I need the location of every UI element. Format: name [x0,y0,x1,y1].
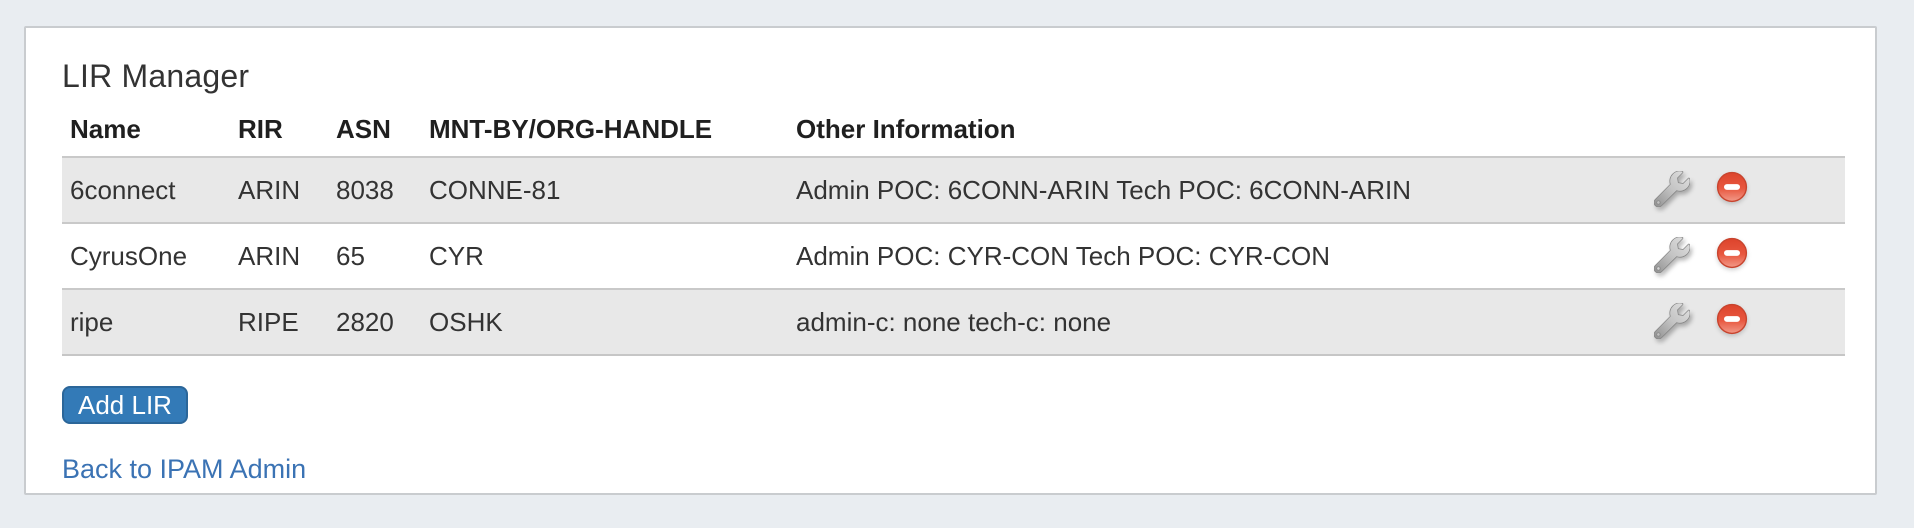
column-header-actions-edit [1638,100,1708,157]
lir-manager-panel: LIR Manager Name RIR ASN MNT-BY/ORG-HAND… [24,26,1877,495]
cell-name: CyrusOne [62,222,230,289]
wrench-icon[interactable] [1654,171,1692,209]
column-header-rir: RIR [238,114,283,144]
lir-table-body: 6connect ARIN 8038 CONNE-81 Admin POC: 6… [62,156,1845,356]
add-lir-button[interactable]: Add LIR [62,386,188,424]
column-header-name: Name [70,114,141,144]
cell-asn: 65 [328,222,421,289]
cell-mnt: CONNE-81 [421,156,788,223]
column-header-actions-remove [1708,100,1845,157]
cell-remove-action [1708,156,1845,223]
column-header-asn: ASN [336,114,391,144]
table-row: CyrusOne ARIN 65 CYR Admin POC: CYR-CON … [62,222,1845,289]
cell-other: Admin POC: CYR-CON Tech POC: CYR-CON [788,222,1638,289]
cell-rir: ARIN [230,156,328,223]
cell-name: ripe [62,288,230,356]
table-row: 6connect ARIN 8038 CONNE-81 Admin POC: 6… [62,156,1845,223]
column-header-other: Other Information [796,114,1016,144]
table-header-row: Name RIR ASN MNT-BY/ORG-HANDLE Other Inf… [62,100,1845,157]
lir-table: Name RIR ASN MNT-BY/ORG-HANDLE Other Inf… [62,100,1845,356]
cell-name: 6connect [62,156,230,223]
cell-rir: ARIN [230,222,328,289]
wrench-icon[interactable] [1654,237,1692,275]
table-row: ripe RIPE 2820 OSHK admin-c: none tech-c… [62,288,1845,356]
cell-edit-action [1638,222,1708,289]
cell-asn: 2820 [328,288,421,356]
column-header-mnt: MNT-BY/ORG-HANDLE [429,114,713,144]
cell-rir: RIPE [230,288,328,356]
remove-icon[interactable] [1716,303,1754,341]
remove-icon[interactable] [1716,237,1754,275]
wrench-icon[interactable] [1654,303,1692,341]
cell-asn: 8038 [328,156,421,223]
cell-mnt: CYR [421,222,788,289]
cell-other: admin-c: none tech-c: none [788,288,1638,356]
cell-remove-action [1708,222,1845,289]
cell-edit-action [1638,288,1708,356]
back-to-ipam-admin-link[interactable]: Back to IPAM Admin [62,454,307,484]
cell-other: Admin POC: 6CONN-ARIN Tech POC: 6CONN-AR… [788,156,1638,223]
cell-mnt: OSHK [421,288,788,356]
cell-edit-action [1638,156,1708,223]
page-title: LIR Manager [62,58,250,94]
cell-remove-action [1708,288,1845,356]
remove-icon[interactable] [1716,171,1754,209]
